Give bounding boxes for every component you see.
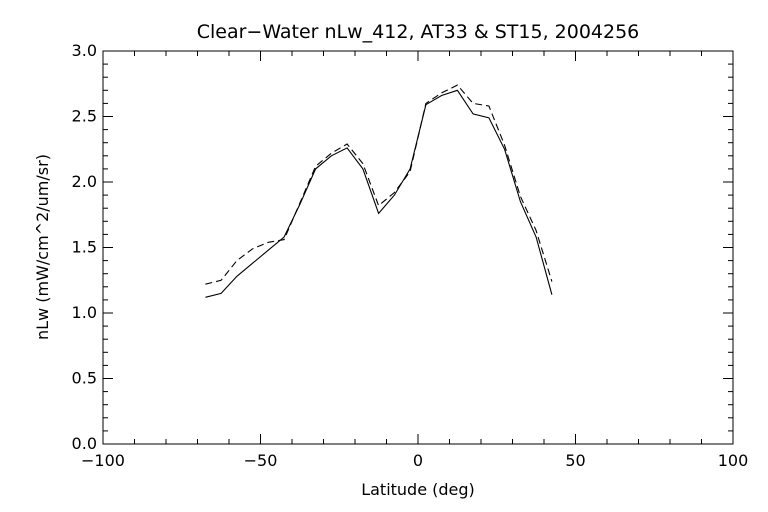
- y-tick-label: 0.0: [72, 434, 97, 453]
- plot-frame: [102, 50, 734, 445]
- y-tick-label: 1.0: [72, 303, 97, 322]
- y-tick-label: 2.0: [72, 172, 97, 191]
- y-tick-label: 0.5: [72, 369, 97, 388]
- y-tick-label: 3.0: [72, 41, 97, 60]
- y-tick-label: 2.5: [72, 107, 97, 126]
- x-tick-label: 0: [413, 451, 423, 470]
- tick-labels: −100 −50 0 50 100 0.0 0.5 1.0 1.5 2.0 2.5 3.0: [72, 41, 749, 470]
- series-lines: [205, 84, 553, 298]
- series-line-1: [205, 89, 553, 298]
- series-line-2: [205, 84, 553, 285]
- y-axis-label: nLw (mW/cm^2/um/sr): [33, 154, 52, 340]
- x-axis-label: Latitude (deg): [361, 480, 475, 499]
- x-tick-label: −100: [81, 451, 125, 470]
- chart-title: Clear−Water nLw_412, AT33 & ST15, 200425…: [197, 21, 640, 43]
- x-tick-label: 100: [718, 451, 749, 470]
- y-tick-label: 1.5: [72, 238, 97, 257]
- axis-ticks: [102, 50, 734, 445]
- x-tick-label: 50: [565, 451, 585, 470]
- x-tick-label: −50: [244, 451, 278, 470]
